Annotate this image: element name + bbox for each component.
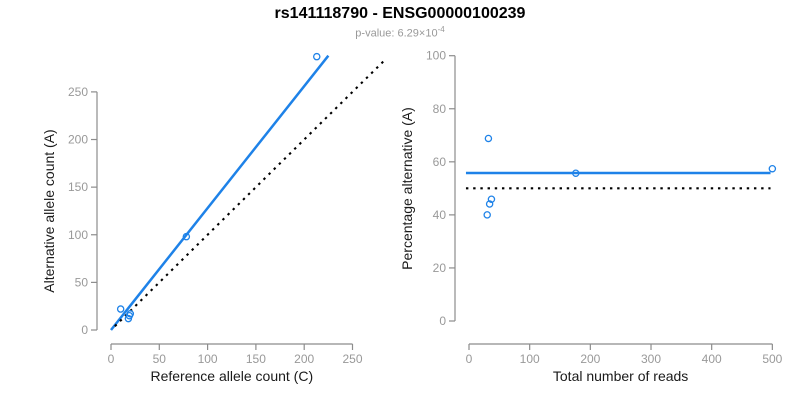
- x-axis-title: Total number of reads: [553, 368, 688, 384]
- fit-line: [110, 54, 330, 331]
- data-point: [484, 134, 493, 143]
- data-point: [116, 305, 125, 313]
- data-point: [182, 232, 191, 241]
- y-tick-label: 80: [433, 102, 447, 116]
- x-tick-label: 400: [702, 352, 722, 366]
- y-axis-title: Alternative allele count (A): [41, 129, 57, 292]
- pvalue-exponent: -4: [437, 25, 445, 34]
- y-tick-label: 100: [426, 49, 446, 63]
- x-tick-label: 300: [641, 352, 661, 366]
- y-tick-label: 100: [68, 228, 88, 242]
- data-point: [768, 164, 777, 173]
- data-point: [126, 310, 135, 318]
- y-tick-label: 0: [439, 314, 446, 328]
- y-tick-label: 40: [433, 208, 447, 222]
- data-point: [572, 169, 580, 177]
- plot-right-percentage: 0 20 40 60 80 100 0 100 200 300 400 500 Total number…: [399, 49, 783, 384]
- x-tick-label: 250: [342, 352, 362, 366]
- data-point: [483, 211, 491, 219]
- x-tick-label: 500: [762, 352, 782, 366]
- page-title: rs141118790 - ENSG00000100239: [274, 5, 526, 22]
- data-point: [487, 195, 496, 203]
- y-tick-label: 20: [433, 261, 447, 275]
- y-tick-label: 250: [68, 85, 88, 99]
- pvalue-subtitle: p-value: 6.29×10-4: [0, 25, 800, 40]
- y-tick-label: 50: [75, 275, 89, 289]
- data-point: [485, 200, 494, 208]
- plot-left-allele-counts: 0 50 100 150 200 250 0 50 100 150 200 250 Reference …: [41, 52, 388, 384]
- y-tick-label: 0: [81, 323, 88, 337]
- x-axis-title: Reference allele count (C): [150, 368, 313, 384]
- pvalue-text: p-value: 6.29×10: [355, 27, 438, 40]
- x-tick-label: 100: [198, 352, 218, 366]
- x-tick-label: 0: [108, 352, 115, 366]
- x-tick-label: 0: [466, 352, 473, 366]
- x-tick-label: 150: [246, 352, 266, 366]
- data-point: [313, 52, 321, 61]
- y-tick-label: 200: [68, 133, 88, 147]
- x-tick-label: 100: [520, 352, 540, 366]
- x-tick-label: 200: [294, 352, 314, 366]
- x-tick-label: 50: [153, 352, 167, 366]
- y-tick-label: 150: [68, 180, 88, 194]
- identity-line: [114, 57, 388, 327]
- data-point: [124, 314, 133, 323]
- y-tick-label: 60: [433, 155, 447, 169]
- y-axis-title: Percentage alternative (A): [399, 107, 415, 270]
- x-tick-label: 200: [580, 352, 600, 366]
